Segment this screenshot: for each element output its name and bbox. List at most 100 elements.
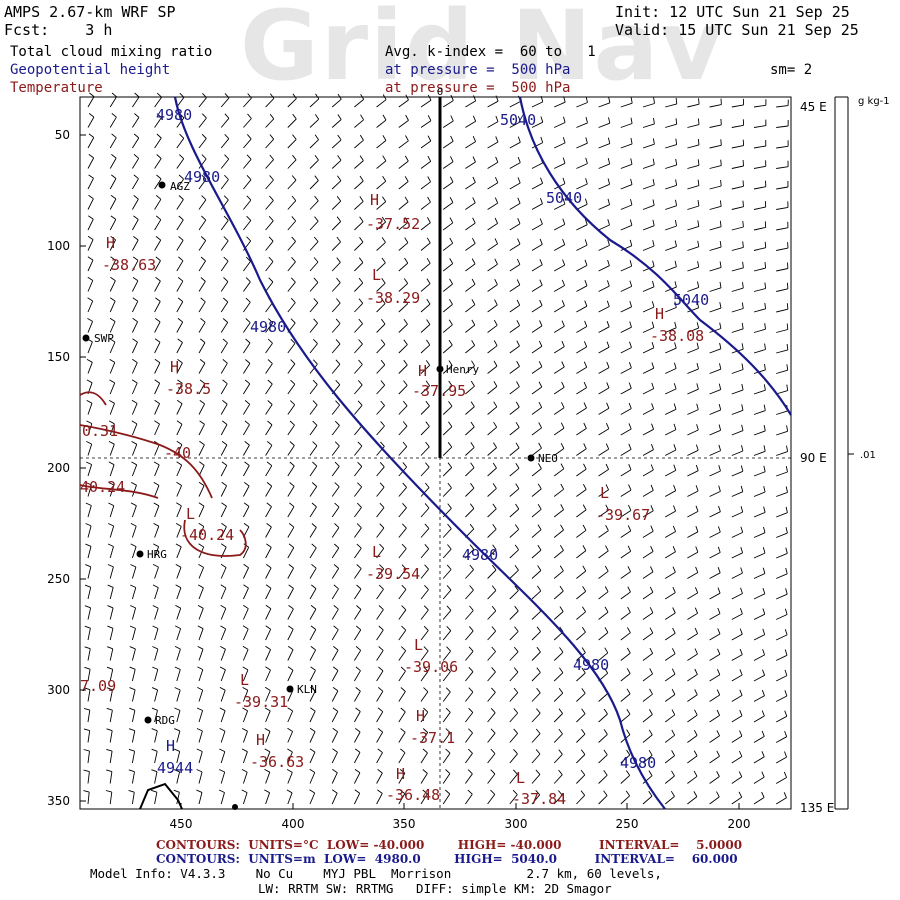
- temp-label: 40.24: [80, 478, 125, 496]
- temp-label: -39.54: [366, 565, 420, 583]
- colorbar-unit: g kg-1: [858, 96, 890, 107]
- footer-model-info: Model Info: V4.3.3 No Cu MYJ PBL Morriso…: [90, 866, 662, 881]
- temp-label: -37.95: [412, 382, 466, 400]
- station-dot-henry: [436, 365, 444, 373]
- station-dot-neo: [527, 454, 535, 462]
- temp-label: -40.24: [180, 526, 234, 544]
- height-contour-4980: [173, 96, 471, 541]
- temp-label: H: [396, 765, 405, 783]
- temp-label: H: [170, 358, 179, 376]
- colorbar-value: .01: [860, 450, 876, 461]
- temp-label: -38.29: [366, 289, 420, 307]
- wind-barb-field: [83, 92, 789, 805]
- temp-label: L: [372, 543, 381, 561]
- temp-label: -39.67: [596, 506, 650, 524]
- x-tick: 350: [393, 817, 416, 831]
- pressure-temperature: at pressure = 500 hPa: [385, 80, 571, 96]
- model-name: AMPS 2.67-km WRF SP: [4, 3, 176, 21]
- station-agz: AGZ: [170, 180, 190, 193]
- temp-label: -39.31: [234, 693, 288, 711]
- footer-physics: LW: RRTM SW: RRTMG DIFF: simple KM: 2D S…: [258, 881, 612, 896]
- temp-label: L: [600, 484, 609, 502]
- temp-label: H: [418, 362, 427, 380]
- station-swp: SWP: [94, 332, 114, 345]
- watermark: Grid Nav: [240, 0, 725, 102]
- temp-label: -38.63: [102, 256, 156, 274]
- temp-label: L: [414, 636, 423, 654]
- station-dot-south: [232, 804, 238, 810]
- station-hrg: HRG: [147, 548, 167, 561]
- temp-contour-nw: [79, 391, 107, 406]
- temp-label: L: [240, 671, 249, 689]
- longitude-label: 45 E: [800, 100, 827, 114]
- temp-label: H: [370, 191, 379, 209]
- temp-label: -40: [164, 444, 191, 462]
- valid-time: Valid: 15 UTC Sun 21 Sep 25: [615, 21, 859, 39]
- temp-label: -37.84: [512, 790, 566, 808]
- temp-label: -37.52: [366, 215, 420, 233]
- longitude-label: 135 E: [800, 801, 834, 815]
- x-tick: 250: [616, 817, 639, 831]
- temp-label: -36.63: [250, 753, 304, 771]
- x-tick: 400: [282, 817, 305, 831]
- height-label: 4980: [250, 318, 286, 336]
- temp-contour-40: [79, 424, 213, 499]
- field-height: Geopotential height: [10, 62, 171, 78]
- longitude-label: 90 E: [800, 451, 827, 465]
- height-contour-4944: [139, 782, 183, 810]
- map-frame: [79, 96, 792, 810]
- temp-label: H: [106, 234, 115, 252]
- height-contour-4980-south: [469, 539, 666, 810]
- temp-label: L: [516, 769, 525, 787]
- station-dot-hrg: [136, 550, 144, 558]
- station-dot-kln: [286, 685, 294, 693]
- smoothing: sm= 2: [770, 62, 813, 78]
- height-label: 5040: [673, 291, 709, 309]
- height-label: 4980: [462, 546, 498, 564]
- wind-barbs: [83, 92, 789, 805]
- station-henry: Henry: [446, 363, 479, 376]
- height-label: 5040: [546, 189, 582, 207]
- temp-label: H: [655, 305, 664, 323]
- height-contour-5040: [518, 96, 792, 416]
- field-temperature: Temperature: [10, 80, 103, 96]
- pressure-height: at pressure = 500 hPa: [385, 62, 571, 78]
- height-label: 4980: [573, 656, 609, 674]
- y-tick: 100: [47, 239, 70, 253]
- height-high-marker: H: [166, 737, 175, 755]
- station-rdg: RDG: [155, 714, 175, 727]
- temp-contour-4024: [79, 484, 159, 499]
- temp-label: 0.31: [82, 422, 118, 440]
- forecast-hour: Fcst: 3 h: [4, 21, 113, 39]
- height-label: 4944: [157, 759, 193, 777]
- height-label: 4980: [156, 106, 192, 124]
- temp-label: -38.5: [166, 380, 211, 398]
- y-tick: 50: [55, 128, 70, 142]
- y-tick: 350: [47, 794, 70, 808]
- temp-label: -38.08: [650, 327, 704, 345]
- height-label: 4980: [184, 168, 220, 186]
- temp-label: L: [186, 505, 195, 523]
- x-tick: 300: [505, 817, 528, 831]
- temp-label: -37.1: [410, 729, 455, 747]
- station-dot-swp: [82, 334, 90, 342]
- y-tick: 250: [47, 572, 70, 586]
- temp-label: -39.06: [404, 658, 458, 676]
- station-kln: KLN: [297, 683, 317, 696]
- footer-temperature-contours: CONTOURS: UNITS=°C LOW= -40.000 HIGH= -4…: [156, 838, 743, 852]
- station-dot-rdg: [144, 716, 152, 724]
- y-tick: 200: [47, 461, 70, 475]
- temp-label: L: [372, 266, 381, 284]
- y-tick: 300: [47, 683, 70, 697]
- footer-height-contours: CONTOURS: UNITS=m LOW= 4980.0 HIGH= 5040…: [156, 852, 738, 866]
- x-tick: 200: [728, 817, 751, 831]
- temp-label: H: [416, 707, 425, 725]
- init-time: Init: 12 UTC Sun 21 Sep 25: [615, 3, 850, 21]
- avg-kindex: Avg. k-index = 60 to 1: [385, 44, 596, 60]
- station-neo: NEO: [538, 452, 558, 465]
- height-label: 5040: [500, 111, 536, 129]
- x-tick: 450: [170, 817, 193, 831]
- temp-label: -36.48: [386, 786, 440, 804]
- temp-label: H: [256, 731, 265, 749]
